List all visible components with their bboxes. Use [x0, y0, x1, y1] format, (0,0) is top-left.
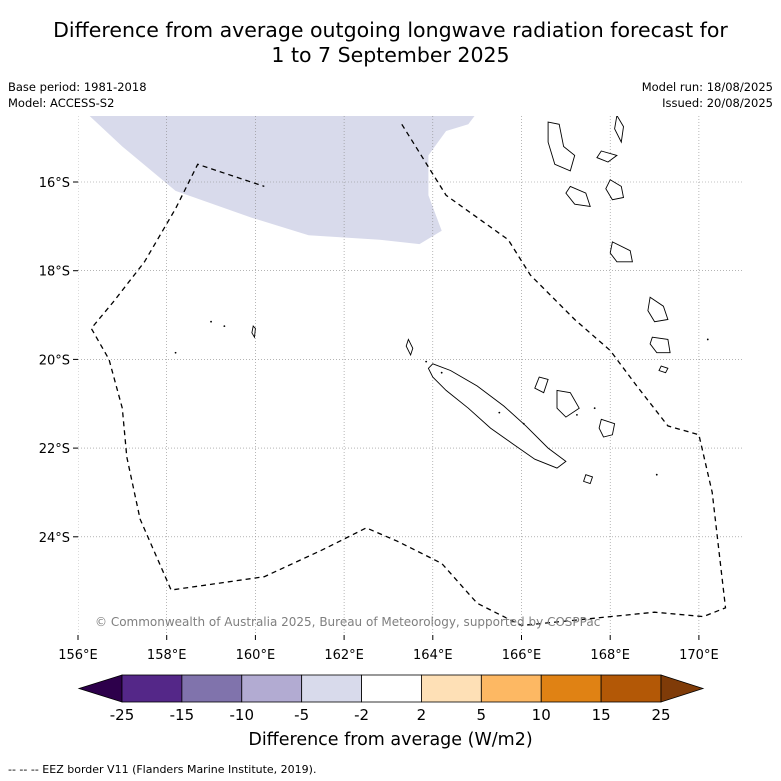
small-island-coast: [251, 325, 256, 339]
lat-tick-label: 24°S: [39, 531, 70, 546]
vanuatu-island-coast: [605, 179, 625, 201]
small-island-coast: [658, 365, 669, 374]
small-island-coast: [405, 338, 414, 357]
coastlines: [174, 116, 709, 485]
colorbar-segment: [480, 674, 542, 703]
base-period: Base period: 1981-2018: [8, 80, 147, 94]
colorbar-extend-high: [660, 674, 705, 703]
colorbar: -25 -15 -10 -5 -2 2 5 10 15 25: [77, 674, 705, 724]
vanuatu-island-coast: [596, 150, 618, 163]
loyalty-island-coast: [556, 389, 580, 418]
islet-dot: [223, 325, 226, 328]
colorbar-title: Difference from average (W/m2): [248, 730, 533, 750]
lon-tick-label: 160°E: [236, 648, 276, 663]
loyalty-island-coast: [534, 376, 549, 394]
vanuatu-island-coast: [609, 241, 633, 263]
olr-anomaly-region: [89, 116, 475, 245]
islet-dot: [174, 351, 177, 354]
title-line-1: Difference from average outgoing longwav…: [53, 18, 728, 42]
vanuatu-island-coast: [647, 296, 669, 323]
vanuatu-island-coast: [565, 185, 591, 207]
model-name: Model: ACCESS-S2: [8, 96, 115, 110]
colorbar-label: 25: [651, 706, 670, 724]
colorbar-segment: [421, 674, 482, 703]
issued-date: Issued: 20/08/2025: [662, 96, 773, 110]
colorbar-segment: [540, 674, 602, 703]
lat-tick-label: 20°S: [39, 353, 70, 368]
colorbar-label: -10: [230, 706, 255, 724]
title-line-2: 1 to 7 September 2025: [271, 43, 510, 67]
footer-note: -- -- -- EEZ border V11 (Flanders Marine…: [8, 763, 317, 776]
colorbar-label: -5: [294, 706, 309, 724]
lat-tick-label: 16°S: [39, 176, 70, 191]
colorbar-segment: [600, 674, 662, 703]
small-island-coast: [583, 474, 594, 485]
meta-left: Base period: 1981-2018 Model: ACCESS-S2: [8, 79, 147, 111]
vanuatu-island-coast: [547, 121, 576, 172]
islet-dot: [576, 413, 578, 416]
lon-tick-label: 158°E: [147, 648, 187, 663]
colorbar-segment: [181, 674, 243, 703]
copyright-notice: © Commonwealth of Australia 2025, Bureau…: [95, 615, 600, 629]
map-area: © Commonwealth of Australia 2025, Bureau…: [78, 116, 743, 635]
new-caledonia-coast: [427, 363, 567, 469]
colorbar-segment: [301, 674, 362, 703]
lat-tick-label: 18°S: [39, 265, 70, 280]
lon-tick-label: 156°E: [58, 648, 98, 663]
islet-dot: [498, 411, 501, 414]
longitude-ticks: 156°E 158°E 160°E 162°E 164°E 166°E 168°E 170°E: [58, 635, 719, 663]
eez-border: [90, 123, 727, 627]
loyalty-island-coast: [598, 418, 616, 438]
lon-tick-label: 166°E: [502, 648, 542, 663]
colorbar-segment: [241, 674, 303, 703]
colorbar-extend-low: [77, 674, 123, 703]
islet-dot: [655, 473, 658, 476]
colorbar-label: 2: [417, 706, 427, 724]
islet-dot: [425, 360, 428, 363]
islet-dot: [593, 407, 596, 410]
colorbar-label: 5: [477, 706, 487, 724]
colorbar-label: 15: [592, 706, 611, 724]
vanuatu-island-coast: [614, 116, 624, 144]
islet-dot: [522, 422, 525, 425]
colorbar-label: -2: [354, 706, 369, 724]
map-title: Difference from average outgoing longwav…: [0, 18, 781, 68]
vanuatu-island-coast: [649, 336, 671, 354]
lon-tick-label: 168°E: [590, 648, 630, 663]
lat-tick-label: 22°S: [39, 442, 70, 457]
colorbar-segment: [361, 674, 422, 703]
lon-tick-label: 164°E: [413, 648, 453, 663]
model-run: Model run: 18/08/2025: [641, 80, 773, 94]
islet-dot: [440, 371, 443, 374]
meta-right: Model run: 18/08/2025 Issued: 20/08/2025: [642, 79, 773, 111]
colorbar-label: -15: [170, 706, 195, 724]
latitude-ticks: 16°S 18°S 20°S 22°S 24°S: [39, 176, 78, 546]
graticule: [78, 116, 743, 635]
lon-tick-label: 170°E: [679, 648, 719, 663]
islet-dot: [210, 320, 212, 323]
colorbar-label: 10: [532, 706, 551, 724]
islet-dot: [706, 338, 709, 341]
colorbar-segment: [121, 674, 183, 703]
colorbar-label: -25: [110, 706, 135, 724]
lon-tick-label: 162°E: [324, 648, 364, 663]
